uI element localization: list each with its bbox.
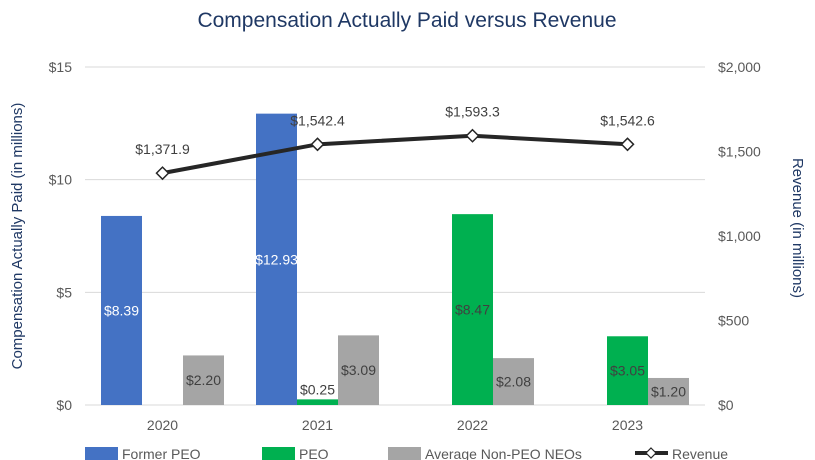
revenue-data-label: $1,542.6 bbox=[600, 112, 655, 128]
bar-average-non-peo-neos bbox=[338, 335, 379, 405]
bar-peo bbox=[297, 399, 338, 405]
legend-marker bbox=[645, 447, 657, 459]
y-tick-label: $15 bbox=[49, 59, 73, 75]
data-label: $12.93 bbox=[255, 251, 298, 267]
revenue-data-label: $1,593.3 bbox=[445, 104, 500, 120]
revenue-marker bbox=[620, 137, 635, 152]
revenue-line bbox=[162, 133, 628, 176]
legend-swatch bbox=[262, 447, 295, 460]
bar-average-non-peo-neos bbox=[648, 377, 689, 405]
y-tick-label: $5 bbox=[56, 284, 72, 300]
bar-peo bbox=[607, 336, 648, 405]
y2-tick-label: $1,000 bbox=[718, 228, 761, 244]
bar-former-peo bbox=[256, 113, 297, 406]
y-tick-label: $0 bbox=[56, 397, 72, 413]
legend-swatch bbox=[388, 447, 421, 460]
bar-former-peo bbox=[101, 215, 142, 405]
x-tick-label: 2022 bbox=[457, 417, 488, 433]
legend-label: Former PEO bbox=[122, 446, 201, 460]
bar-average-non-peo-neos bbox=[183, 355, 224, 405]
y-tick-label: $10 bbox=[49, 172, 73, 188]
revenue-data-label: $1,371.9 bbox=[135, 141, 190, 157]
revenue-marker bbox=[310, 137, 325, 152]
chart-title: Compensation Actually Paid versus Revenu… bbox=[197, 9, 616, 32]
legend-swatch bbox=[85, 447, 118, 460]
legend-label: Revenue bbox=[672, 446, 728, 460]
y2-tick-label: $0 bbox=[718, 397, 734, 413]
x-tick-label: 2021 bbox=[302, 417, 333, 433]
data-label: $2.08 bbox=[496, 374, 531, 390]
x-tick-label: 2020 bbox=[147, 417, 178, 433]
revenue-data-label: $1,542.4 bbox=[290, 112, 345, 128]
legend-label: PEO bbox=[299, 446, 329, 460]
data-label: $0.25 bbox=[300, 381, 335, 397]
y2-tick-label: $500 bbox=[718, 313, 749, 329]
bar-peo bbox=[452, 214, 493, 405]
bar-average-non-peo-neos bbox=[493, 358, 534, 405]
y2-axis-label: Revenue (in millions) bbox=[789, 158, 806, 298]
legend-label: Average Non-PEO NEOs bbox=[425, 446, 582, 460]
revenue-marker bbox=[155, 166, 170, 181]
x-tick-label: 2023 bbox=[612, 417, 643, 433]
data-label: $1.20 bbox=[651, 383, 686, 399]
data-label: $2.20 bbox=[186, 372, 221, 388]
data-label: $3.09 bbox=[341, 362, 376, 378]
data-label: $8.47 bbox=[455, 302, 490, 318]
y2-tick-label: $2,000 bbox=[718, 59, 761, 75]
revenue-marker bbox=[465, 128, 480, 143]
data-label: $8.39 bbox=[104, 302, 139, 318]
data-label: $3.05 bbox=[610, 363, 645, 379]
y-axis-label: Compensation Actually Paid (in millions) bbox=[9, 103, 26, 370]
y2-tick-label: $1,500 bbox=[718, 144, 761, 160]
